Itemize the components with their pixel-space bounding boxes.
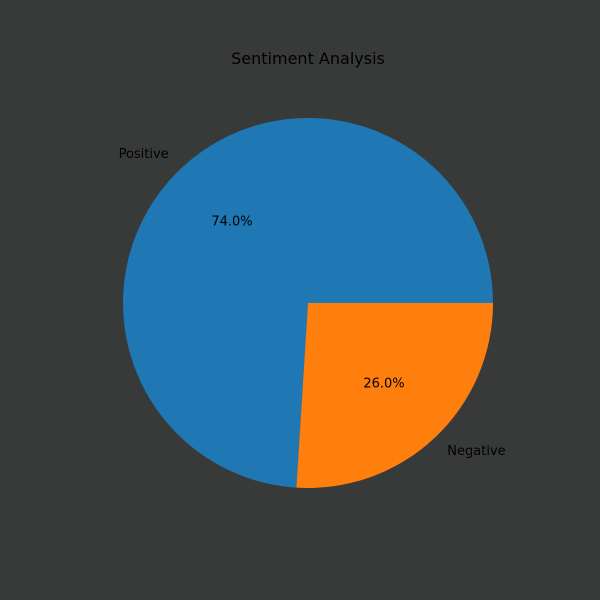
slice-percent-negative: 26.0% <box>363 376 404 391</box>
pie-slice-positive <box>123 118 493 488</box>
slice-label-negative: Negative <box>447 444 505 459</box>
pie-slices <box>123 118 493 489</box>
slice-percent-positive: 74.0% <box>211 215 252 230</box>
chart-title: Sentiment Analysis <box>231 49 385 68</box>
pie-slice-negative <box>296 303 493 489</box>
slice-label-positive: Positive <box>119 147 169 162</box>
pie-labels: Positive 74.0% Negative 26.0% <box>119 147 506 459</box>
